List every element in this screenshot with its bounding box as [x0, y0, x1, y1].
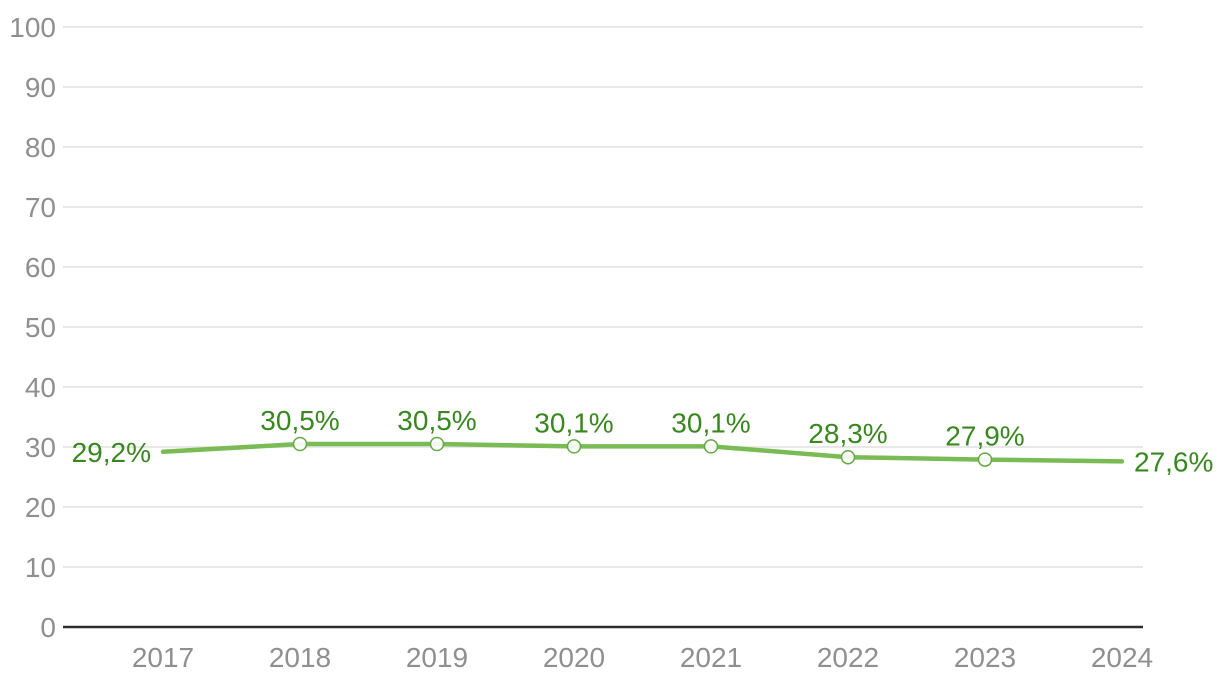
data-point-marker: [840, 449, 856, 465]
data-point-label: 30,5%: [260, 405, 339, 436]
data-point-marker: [292, 436, 308, 452]
x-tick-label: 2018: [269, 642, 331, 673]
point-labels: 29,2% 30,5% 30,5% 30,1% 30,1% 28,3% 27,9% 27,6%: [72, 405, 1214, 477]
data-point-label: 30,1%: [534, 407, 613, 438]
data-point-marker: [566, 439, 582, 454]
y-tick-label: 60: [25, 252, 56, 283]
y-axis-labels: 0 10 20 30 40 50 60 70 80 90 100: [9, 12, 56, 643]
x-tick-label: 2017: [132, 642, 194, 673]
data-point-label: 27,9%: [945, 421, 1024, 452]
y-tick-label: 100: [9, 12, 56, 43]
data-point-label: 28,3%: [808, 418, 887, 449]
data-point-label: 29,2%: [72, 437, 151, 468]
y-tick-label: 40: [25, 372, 56, 403]
data-point-label: 30,5%: [397, 405, 476, 436]
y-tick-label: 70: [25, 192, 56, 223]
y-tick-label: 90: [25, 72, 56, 103]
data-point-label: 27,6%: [1134, 446, 1213, 477]
y-tick-label: 30: [25, 432, 56, 463]
series-line: [160, 441, 1125, 464]
x-tick-label: 2019: [406, 642, 468, 673]
y-tick-label: 0: [40, 612, 56, 643]
y-tick-label: 20: [25, 492, 56, 523]
data-point-marker: [703, 439, 719, 454]
y-tick-label: 10: [25, 552, 56, 583]
data-point-marker: [429, 436, 445, 452]
series-markers: [292, 436, 993, 467]
x-tick-label: 2020: [543, 642, 605, 673]
x-tick-label: 2021: [680, 642, 742, 673]
x-axis-labels: 2017 2018 2019 2020 2021 2022 2023 2024: [132, 642, 1153, 673]
y-tick-label: 80: [25, 132, 56, 163]
data-point-marker: [977, 452, 993, 467]
y-tick-label: 50: [25, 312, 56, 343]
x-tick-label: 2023: [954, 642, 1016, 673]
x-tick-label: 2022: [817, 642, 879, 673]
x-tick-label: 2024: [1091, 642, 1153, 673]
series-polyline: [160, 441, 1125, 464]
gridlines: [63, 26, 1143, 568]
data-point-label: 30,1%: [671, 407, 750, 438]
